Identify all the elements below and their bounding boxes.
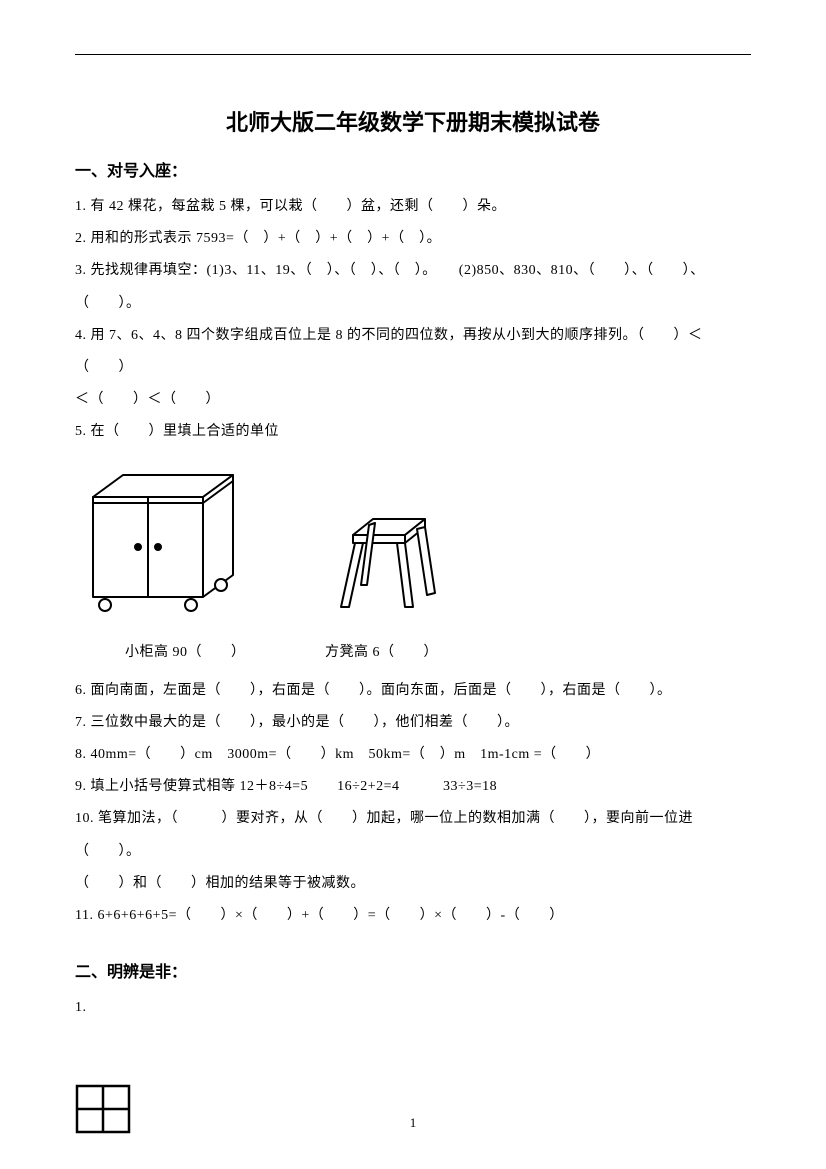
- q10b: （ ）和（ ）相加的结果等于被减数。: [75, 868, 751, 900]
- stool-icon: [333, 507, 443, 617]
- stool-figure: [333, 507, 443, 617]
- q4a: 4. 用 7、6、4、8 四个数字组成百位上是 8 的不同的四位数，再按从小到大…: [75, 320, 751, 384]
- q5: 5. 在（ ）里填上合适的单位: [75, 416, 751, 448]
- q11: 11. 6+6+6+6+5=（ ）×（ ）+（ ）=（ ）×（ ）-（ ）: [75, 900, 751, 932]
- q1: 1. 有 42 棵花，每盆栽 5 棵，可以栽（ ）盆，还剩（ ）朵。: [75, 191, 751, 223]
- q2: 2. 用和的形式表示 7593=（ ）+（ ）+（ ）+（ ）。: [75, 223, 751, 255]
- q4b: ＜（ ）＜（ ）: [75, 384, 751, 416]
- section2-heading: 二、明辨是非：: [75, 958, 751, 982]
- grid-shape: [75, 1084, 751, 1139]
- figure-captions: 小柜高 90（ ） 方凳高 6（ ）: [75, 637, 751, 669]
- q6: 6. 面向南面，左面是（ ），右面是（ ）。面向东面，后面是（ ），右面是（ ）…: [75, 675, 751, 707]
- page-title: 北师大版二年级数学下册期末模拟试卷: [75, 105, 751, 137]
- caption2: 方凳高 6（ ）: [325, 637, 438, 669]
- q3a: 3. 先找规律再填空：(1)3、11、19、（ ）、（ ）、（ ）。 (2)85…: [75, 255, 751, 287]
- cabinet-figure: [83, 467, 243, 617]
- s2-q1: 1.: [75, 992, 751, 1024]
- q7: 7. 三位数中最大的是（ ），最小的是（ ），他们相差（ ）。: [75, 707, 751, 739]
- cabinet-icon: [83, 467, 243, 617]
- q10a: 10. 笔算加法，（ ）要对齐，从（ ）加起，哪一位上的数相加满（ ），要向前一…: [75, 803, 751, 867]
- top-rule: [75, 54, 751, 55]
- page-number: 1: [0, 1115, 826, 1131]
- caption1: 小柜高 90（ ）: [125, 637, 325, 669]
- q9: 9. 填上小括号使算式相等 12＋8÷4=5 16÷2+2=4 33÷3=18: [75, 771, 751, 803]
- section1-heading: 一、对号入座：: [75, 157, 751, 181]
- q3b: （ ）。: [75, 288, 751, 320]
- q8: 8. 40mm=（ ）cm 3000m=（ ）km 50km=（ ）m 1m-1…: [75, 739, 751, 771]
- figures-row: [83, 467, 751, 617]
